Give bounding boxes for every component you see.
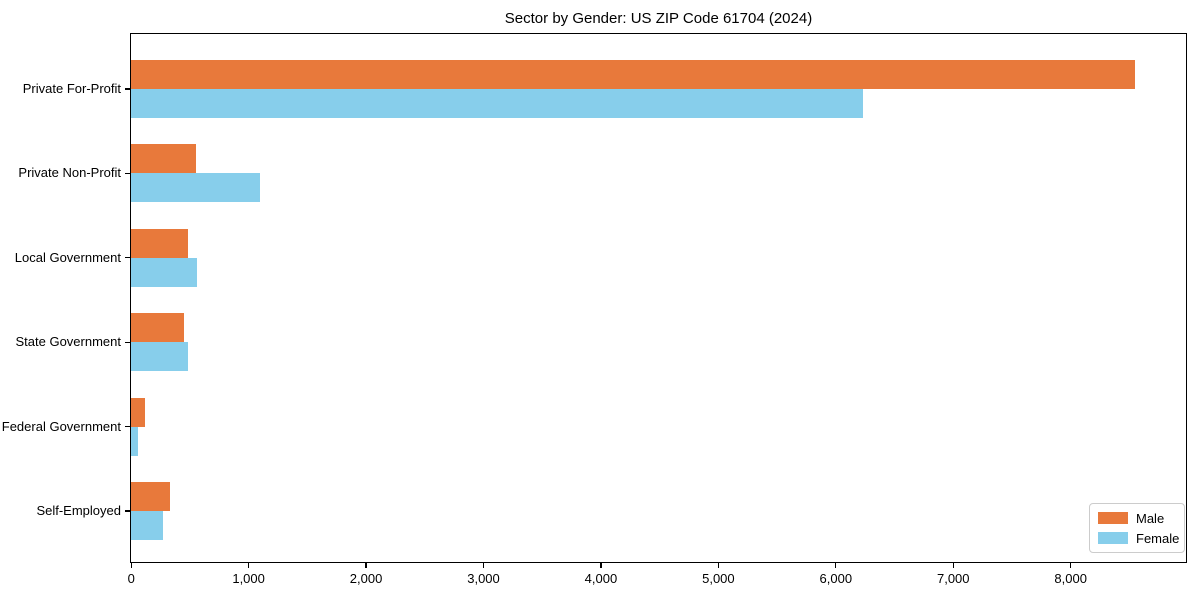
- x-tick-mark: [835, 563, 837, 568]
- bar-female-federal-government: [131, 426, 139, 456]
- bar-female-state-government: [131, 342, 188, 372]
- chart-title: Sector by Gender: US ZIP Code 61704 (202…: [504, 10, 813, 27]
- male-series-swatch-icon: [1098, 512, 1128, 524]
- y-tick-label-local-government: Local Government: [14, 249, 121, 265]
- bar-female-local-government: [131, 257, 197, 287]
- bar-female-self-employed: [131, 511, 163, 540]
- y-tick-mark: [125, 88, 130, 90]
- x-tick-mark: [1070, 563, 1072, 568]
- bar-male-local-government: [131, 228, 188, 258]
- x-tick-label-3000: 3,000: [467, 571, 500, 586]
- x-tick-label-5000: 5,000: [702, 571, 735, 586]
- legend-label-male: Male: [1136, 510, 1165, 526]
- x-tick-mark: [717, 563, 719, 568]
- legend-entry-female: Female: [1098, 531, 1184, 546]
- y-tick-mark: [125, 510, 130, 512]
- y-tick-label-federal-government: Federal Government: [1, 418, 121, 434]
- y-tick-mark: [125, 172, 130, 174]
- x-tick-label-1000: 1,000: [232, 571, 265, 586]
- plot-area: [130, 33, 1187, 563]
- x-tick-label-2000: 2,000: [349, 571, 383, 586]
- x-tick-mark: [482, 563, 485, 568]
- bar-male-self-employed: [131, 482, 170, 511]
- y-tick-mark: [125, 426, 130, 428]
- bar-female-private-for-profit: [131, 89, 863, 118]
- y-tick-mark: [125, 257, 130, 259]
- x-tick-mark: [365, 563, 367, 568]
- legend-label-female: Female: [1136, 530, 1180, 546]
- y-tick-label-state-government: State Government: [15, 334, 122, 350]
- bar-male-private-for-profit: [131, 60, 1136, 89]
- bar-male-state-government: [131, 313, 185, 343]
- x-tick-label-6000: 6,000: [819, 571, 853, 586]
- x-tick-label-7000: 7,000: [936, 571, 970, 586]
- x-tick-label-4000: 4,000: [584, 571, 618, 586]
- bar-male-private-non-profit: [131, 144, 196, 174]
- x-tick-mark: [952, 563, 954, 568]
- y-tick-mark: [125, 341, 130, 343]
- legend-entry-male: Male: [1098, 511, 1184, 526]
- x-tick-label-8000: 8,000: [1054, 571, 1087, 586]
- bar-male-federal-government: [131, 397, 146, 427]
- y-tick-label-self-employed: Self-Employed: [36, 503, 121, 518]
- x-tick-label-0: 0: [127, 571, 135, 586]
- x-tick-mark: [248, 563, 250, 568]
- x-tick-mark: [600, 563, 602, 568]
- y-tick-label-private-for-profit: Private For-Profit: [22, 81, 121, 96]
- y-tick-label-private-non-profit: Private Non-Profit: [18, 165, 121, 181]
- female-series-swatch-icon: [1098, 532, 1128, 544]
- bar-female-private-non-profit: [131, 173, 261, 203]
- x-tick-mark: [130, 563, 132, 568]
- legend: Male Female: [1089, 503, 1185, 553]
